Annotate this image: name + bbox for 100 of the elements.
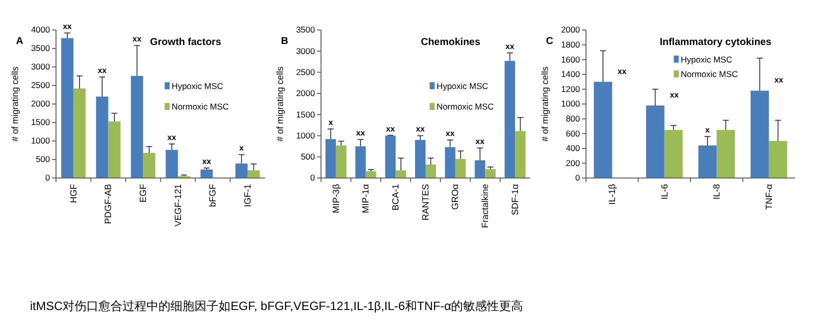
y-axis-title: # of migrating cells [540, 66, 550, 142]
x-tick-label: VEGF-121 [172, 184, 183, 227]
bar [130, 76, 144, 178]
bar [664, 130, 683, 178]
y-tick-label: 4000 [31, 24, 50, 35]
y-tick-label: 500 [300, 152, 316, 162]
bar [385, 136, 396, 178]
bar [698, 145, 717, 178]
x-tick-label: GROα [450, 184, 460, 210]
bar [325, 139, 336, 178]
y-tick-label: 400 [566, 143, 580, 154]
bar [61, 38, 74, 178]
x-tick-label: PDGF-AB [103, 184, 114, 224]
bar [515, 131, 526, 178]
legend-label: Hypoxic MSC [172, 80, 224, 91]
y-tick-label: 3500 [296, 24, 316, 35]
x-tick-label: BCA-1 [390, 184, 401, 211]
text: C [546, 36, 554, 47]
annotation: xx [476, 136, 485, 146]
annotation: xx [386, 124, 396, 134]
annotation: xx [618, 66, 628, 76]
y-tick-label: 0 [45, 172, 50, 183]
y-tick-label: 3000 [296, 46, 316, 56]
bar [200, 169, 213, 178]
bar [594, 82, 612, 178]
annotation: xx [446, 128, 456, 138]
x-tick-label: IL-6 [659, 184, 670, 200]
x-tick-label: bFGF [208, 184, 218, 208]
legend-label: Hypoxic MSC [436, 80, 488, 91]
bar [646, 105, 664, 178]
y-axis-title: # of migrating cells [10, 66, 20, 142]
bar [444, 147, 456, 178]
bar [235, 164, 248, 178]
legend-label: Normoxic MSC [436, 102, 494, 112]
annotation: x [705, 126, 710, 135]
x-tick-label: IGF-1 [242, 184, 252, 208]
text: B [281, 36, 288, 47]
annotation: xx [98, 66, 108, 75]
bar [336, 145, 346, 178]
x-tick-label: MIP-1α [360, 184, 371, 214]
y-tick-label: 1000 [296, 130, 316, 140]
bar [426, 164, 436, 178]
x-tick-label: TNF-α [764, 184, 774, 210]
bar [415, 140, 426, 178]
bar [504, 60, 516, 178]
bar [248, 170, 260, 178]
x-tick-label: IL-1β [607, 184, 618, 205]
annotation: xx [670, 90, 680, 100]
bar [750, 90, 769, 178]
y-tick-label: 1800 [561, 40, 580, 50]
x-tick-label: EGF [138, 184, 148, 203]
bar [143, 152, 156, 178]
y-tick-label: 1200 [561, 84, 580, 94]
text: A [16, 36, 24, 47]
bar [366, 171, 376, 178]
y-tick-label: 1000 [561, 98, 580, 109]
bar [396, 170, 406, 178]
y-axis-title: # of migrating cells [275, 66, 285, 142]
y-tick-label: 2000 [296, 88, 316, 98]
y-tick-label: 1500 [31, 117, 50, 128]
text: itMSC对伤口愈合过程中的细胞因子如EGF, bFGF,VEGF-121,IL-1β,IL-6和TNF-α的敏感性更高 [30, 299, 524, 313]
annotation: xx [202, 157, 212, 166]
y-tick-label: 0 [575, 172, 580, 183]
x-tick-label: Fractalkine [480, 184, 490, 228]
bar [716, 130, 735, 178]
bar [108, 121, 120, 178]
bar [474, 160, 486, 178]
annotation: xx [132, 34, 142, 44]
annotation: xx [356, 128, 366, 138]
y-tick-label: 2500 [31, 80, 50, 90]
annotation: xx [167, 132, 177, 142]
legend-label: Hypoxic MSC [680, 54, 732, 64]
y-tick-label: 1400 [561, 69, 580, 80]
bar [355, 146, 366, 178]
y-tick-label: 3000 [31, 62, 50, 72]
x-tick-label: IL-8 [712, 184, 722, 200]
annotation: xx [62, 22, 72, 31]
text: Growth factors [150, 36, 222, 48]
legend-label: Normoxic MSC [172, 102, 229, 112]
y-tick-label: 1000 [31, 136, 50, 146]
y-tick-label: 600 [566, 128, 580, 138]
annotation: xx [774, 76, 784, 85]
x-tick-label: RANTES [420, 184, 430, 221]
y-tick-label: 2000 [31, 98, 50, 109]
y-tick-label: 0 [310, 172, 316, 183]
legend-label: Normoxic MSC [680, 69, 738, 80]
y-tick-label: 2500 [296, 67, 316, 78]
bar [485, 169, 496, 178]
annotation: x [328, 118, 334, 127]
y-tick-label: 1600 [561, 54, 580, 64]
bar [166, 150, 178, 178]
bar [96, 96, 108, 178]
annotation: x [239, 144, 244, 153]
bar [768, 141, 788, 178]
x-tick-label: HGF [68, 184, 78, 203]
y-tick-label: 3500 [31, 43, 50, 54]
y-tick-label: 200 [566, 158, 580, 168]
bar [73, 88, 86, 178]
y-tick-label: 800 [566, 114, 580, 124]
y-tick-label: 500 [36, 154, 50, 164]
